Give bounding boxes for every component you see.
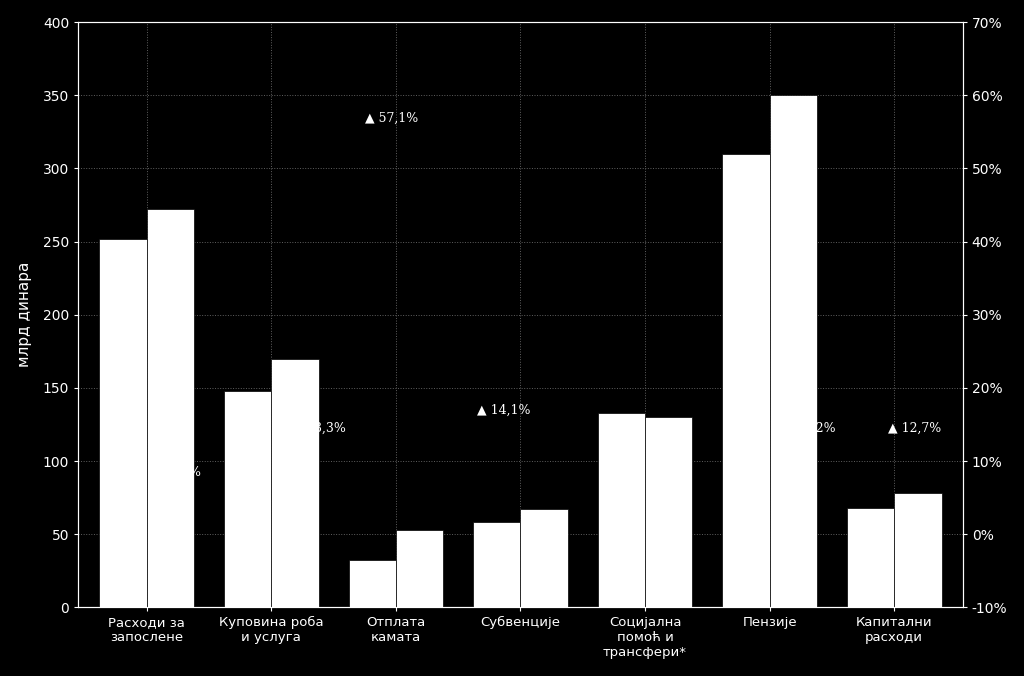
- Bar: [146, 210, 194, 607]
- Bar: [224, 391, 271, 607]
- Text: 8%: 8%: [181, 466, 202, 479]
- Bar: [396, 530, 443, 607]
- Bar: [473, 523, 520, 607]
- Bar: [520, 509, 567, 607]
- Bar: [271, 359, 318, 607]
- Text: ▲ 57,1%: ▲ 57,1%: [365, 112, 418, 124]
- Text: ▲ 14,1%: ▲ 14,1%: [477, 404, 530, 417]
- Bar: [598, 413, 645, 607]
- Bar: [722, 154, 770, 607]
- Bar: [847, 508, 894, 607]
- Bar: [645, 417, 692, 607]
- Bar: [99, 239, 146, 607]
- Bar: [770, 95, 817, 607]
- Text: ▲ 12,7%: ▲ 12,7%: [888, 422, 941, 435]
- Text: 13,3%: 13,3%: [306, 422, 346, 435]
- Text: 2,2%: 2,2%: [805, 422, 836, 435]
- Bar: [894, 493, 941, 607]
- Y-axis label: млрд динара: млрд динара: [16, 262, 32, 368]
- Text: -2,4%: -2,4%: [651, 562, 687, 575]
- Bar: [348, 560, 396, 607]
